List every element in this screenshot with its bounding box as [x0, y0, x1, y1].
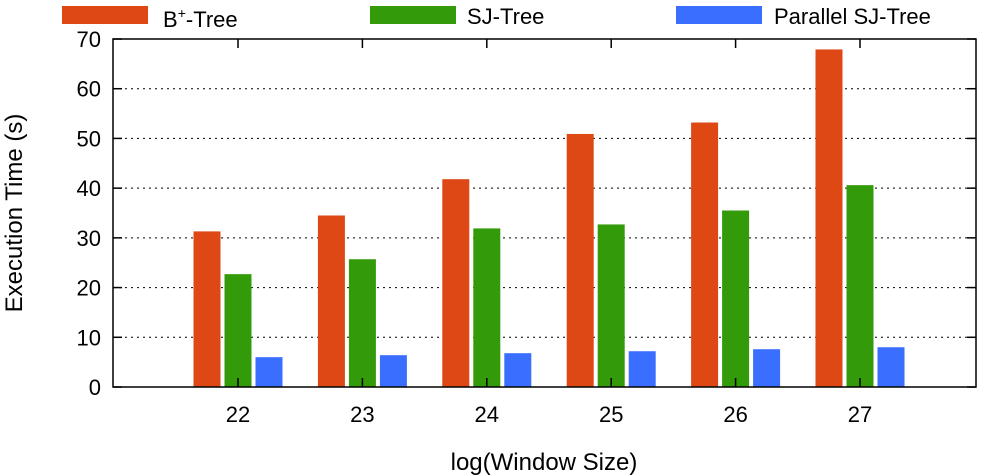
x-tick-label: 23 [350, 402, 374, 427]
y-axis-label: Execution Time (s) [1, 114, 28, 313]
bar-sjtree [722, 210, 750, 387]
bar-sjtree [473, 228, 501, 387]
bar-parallel-sjtree [255, 357, 283, 387]
legend-label-parallel-sjtree: Parallel SJ-Tree [774, 4, 931, 29]
bars [193, 49, 905, 388]
x-tick-label: 24 [475, 402, 499, 427]
bar-btree [815, 49, 843, 387]
legend-swatch-btree [62, 6, 148, 24]
y-tick-label: 10 [77, 325, 101, 350]
bar-sjtree [846, 185, 874, 387]
x-tick-label: 27 [848, 402, 872, 427]
y-tick-label: 70 [77, 27, 101, 52]
bar-btree [566, 133, 594, 387]
legend-swatch-parallel-sjtree [676, 6, 762, 24]
y-tick-label: 60 [77, 77, 101, 102]
bar-parallel-sjtree [753, 349, 781, 387]
plot-frame [112, 38, 977, 388]
bar-sjtree [597, 224, 625, 387]
x-tick-label: 22 [226, 402, 250, 427]
bar-parallel-sjtree [628, 351, 656, 387]
legend-label-btree: B+-Tree [163, 5, 238, 32]
y-axis: 0 10 20 30 40 50 60 70 [77, 27, 976, 400]
x-axis-label: log(Window Size) [451, 449, 638, 476]
bar-sjtree [348, 259, 376, 387]
bar-parallel-sjtree [877, 347, 905, 387]
bar-btree [317, 215, 345, 387]
y-tick-label: 50 [77, 126, 101, 151]
y-tick-label: 0 [89, 375, 101, 400]
bar-btree [691, 122, 719, 388]
x-axis: 22 23 24 25 26 27 [226, 39, 872, 427]
y-tick-label: 30 [77, 226, 101, 251]
legend: B+-Tree SJ-Tree Parallel SJ-Tree [62, 4, 931, 32]
y-tick-label: 40 [77, 176, 101, 201]
x-tick-label: 25 [599, 402, 623, 427]
x-tick-label: 26 [723, 402, 747, 427]
bar-btree [193, 231, 221, 387]
bar-sjtree [224, 274, 252, 387]
bar-btree [442, 179, 470, 387]
y-tick-label: 20 [77, 276, 101, 301]
legend-swatch-sjtree [370, 6, 456, 24]
bar-parallel-sjtree [504, 353, 532, 387]
legend-label-sjtree: SJ-Tree [467, 4, 544, 29]
bar-parallel-sjtree [379, 355, 407, 387]
